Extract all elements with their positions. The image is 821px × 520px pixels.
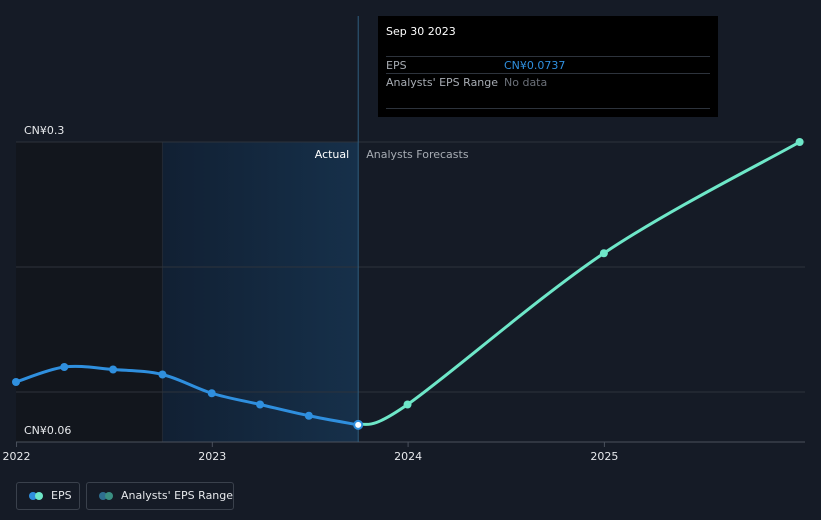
x-tick-label-2024: 2024 <box>394 450 422 463</box>
tooltip-divider <box>386 108 710 109</box>
actual-highlight-region <box>162 142 359 442</box>
forecast-point-3 <box>795 138 804 146</box>
tooltip-row-eps: EPS CN¥0.0737 <box>386 56 710 74</box>
tooltip-eps-label: EPS <box>386 59 407 72</box>
legend-item-eps[interactable]: EPS <box>16 482 80 510</box>
forecast-region-label: Analysts Forecasts <box>366 148 469 161</box>
eps-legend-swatch-icon <box>29 492 43 500</box>
tooltip-range-label: Analysts' EPS Range <box>386 76 499 89</box>
eps-point-4 <box>207 389 216 398</box>
forecast-point-1 <box>403 400 412 409</box>
tooltip-eps-value: CN¥0.0737 <box>504 59 566 72</box>
series-line-eps <box>14 364 360 427</box>
past-region <box>16 142 163 442</box>
legend-eps-range-label: Analysts' EPS Range <box>121 489 234 502</box>
eps-point-7 <box>353 419 364 430</box>
eps-point-1 <box>60 363 69 371</box>
x-tick-label-2023: 2023 <box>198 450 226 463</box>
eps-point-2 <box>109 365 118 374</box>
chart-tooltip: Sep 30 2023 EPS CN¥0.0737 Analysts' EPS … <box>378 16 718 117</box>
tooltip-row-range: Analysts' EPS Range No data <box>386 73 710 91</box>
eps-point-6 <box>304 411 313 420</box>
actual-region-label: Actual <box>315 148 349 161</box>
tooltip-range-value: No data <box>504 76 548 89</box>
series-line-forecast <box>356 140 802 427</box>
eps-range-legend-swatch-icon <box>99 492 113 500</box>
eps-point-0 <box>12 378 20 386</box>
eps-point-5 <box>256 400 265 409</box>
y-tick-label-bottom: CN¥0.06 <box>24 424 71 437</box>
y-tick-label-top: CN¥0.3 <box>24 124 64 137</box>
x-tick-label-2025: 2025 <box>590 450 618 463</box>
tooltip-date: Sep 30 2023 <box>386 25 456 38</box>
forecast-point-2 <box>599 249 608 258</box>
x-tick-label-2022: 2022 <box>3 450 31 463</box>
legend-item-eps-range[interactable]: Analysts' EPS Range <box>86 482 234 510</box>
legend-eps-label: EPS <box>51 489 72 502</box>
eps-point-3 <box>158 370 167 379</box>
